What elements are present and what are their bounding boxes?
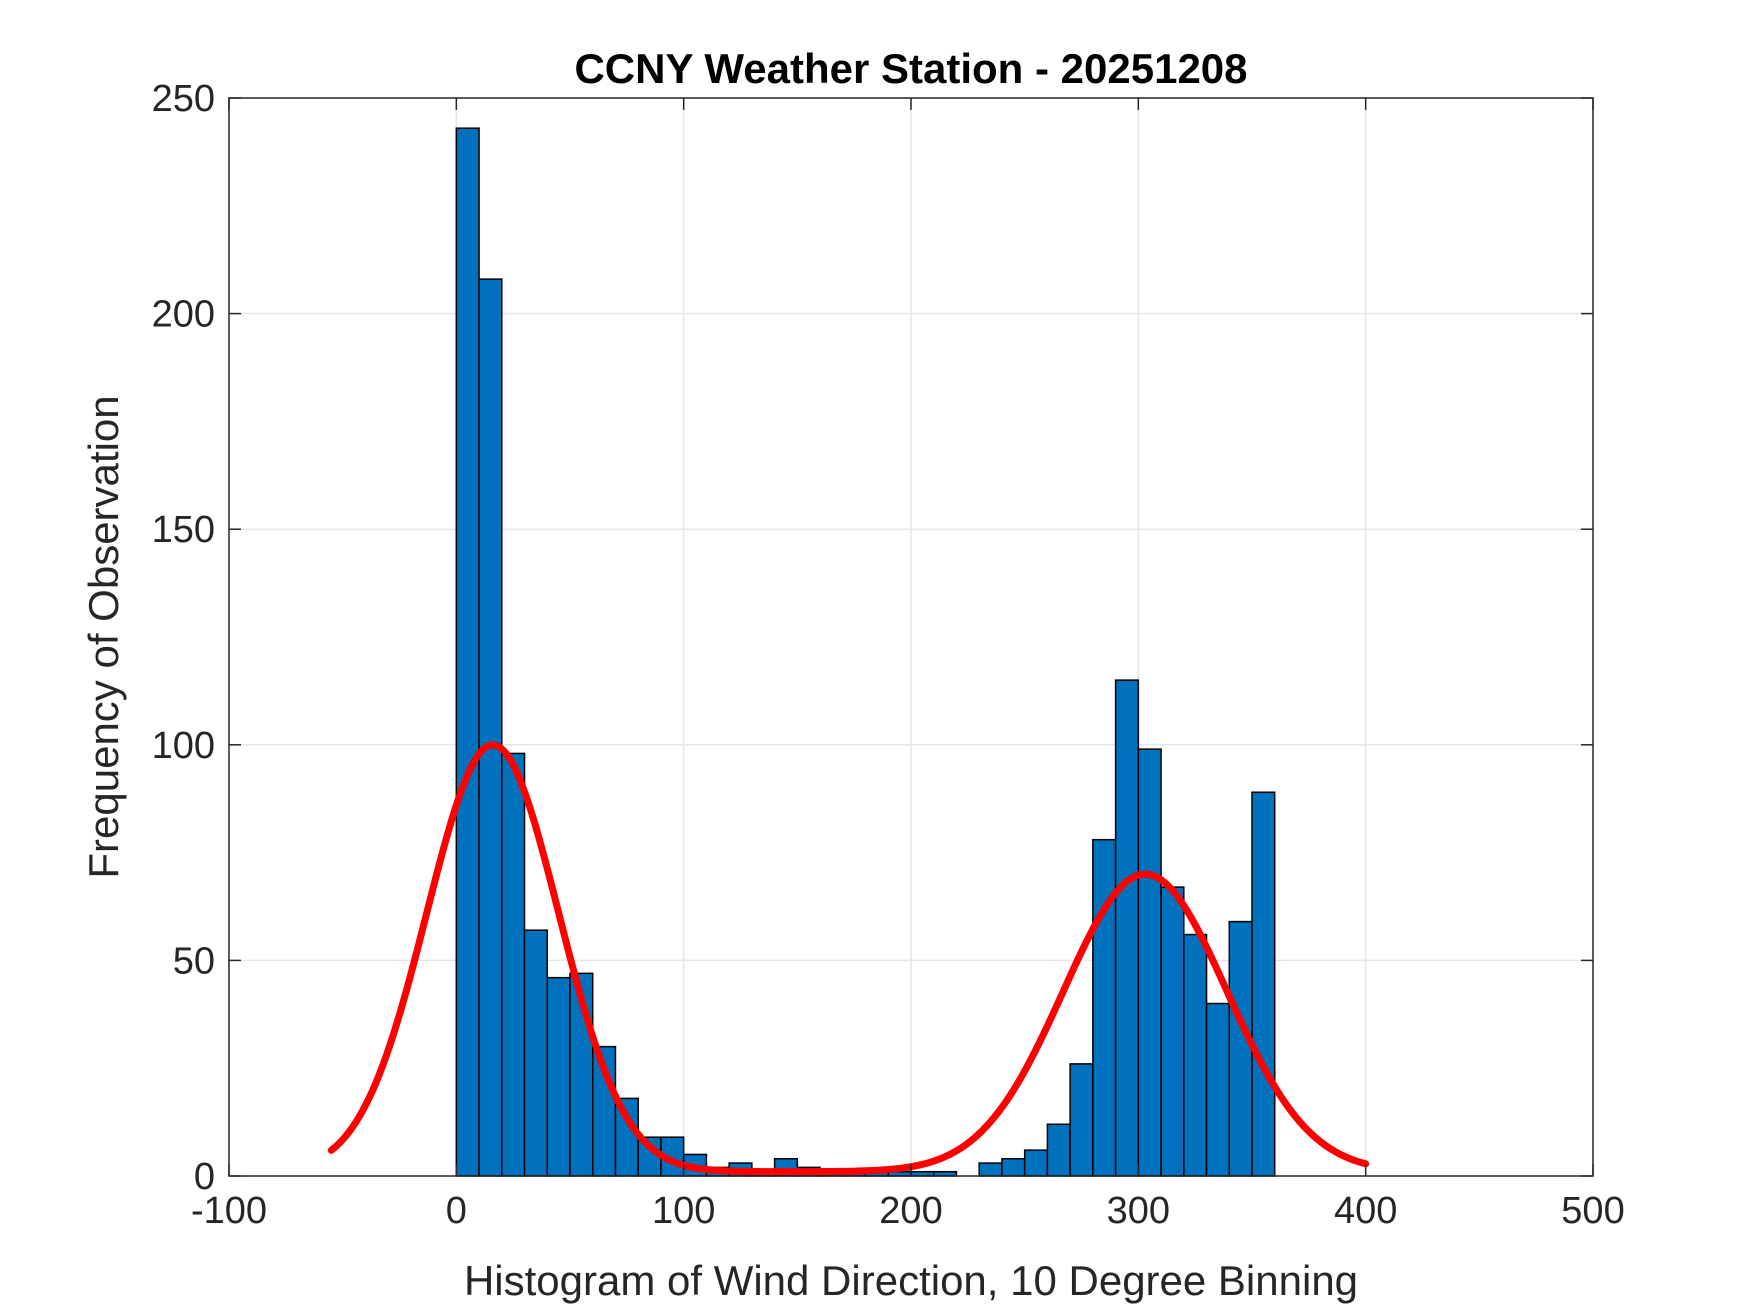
histogram-bar — [478, 278, 503, 1177]
histogram-bar — [978, 1162, 1003, 1177]
chart-title: CCNY Weather Station - 20251208 — [574, 45, 1247, 92]
y-tick-label: 100 — [152, 725, 215, 767]
histogram-bar — [1001, 1158, 1026, 1177]
x-tick-label: -100 — [191, 1190, 267, 1232]
y-tick-label: 0 — [194, 1156, 215, 1198]
histogram-bar — [1205, 1002, 1231, 1177]
histogram-bar — [1046, 1123, 1071, 1177]
fit-curve-line — [327, 741, 1370, 1176]
histogram-bar — [1137, 748, 1162, 1177]
x-tick-label: 100 — [652, 1190, 715, 1232]
x-tick-label: 200 — [879, 1190, 942, 1232]
y-axis-label: Frequency of Observation — [80, 395, 127, 878]
histogram-bar — [1183, 933, 1208, 1177]
histogram-bar — [1114, 679, 1140, 1177]
x-tick-label: 300 — [1107, 1190, 1170, 1232]
y-tick-label: 250 — [152, 78, 215, 120]
histogram-bar — [1069, 1063, 1094, 1177]
histogram-bar — [501, 752, 526, 1177]
x-tick-label: 500 — [1561, 1190, 1624, 1232]
histogram-bar — [523, 929, 549, 1177]
histogram-bar — [1160, 886, 1185, 1177]
ticks-layer — [228, 97, 1594, 1177]
x-tick-label: 0 — [446, 1190, 467, 1232]
histogram-bar — [455, 127, 480, 1177]
histogram-bar — [1228, 920, 1253, 1177]
y-tick-label: 50 — [173, 940, 215, 982]
x-axis-label: Histogram of Wind Direction, 10 Degree B… — [464, 1257, 1358, 1304]
histogram-bar — [1023, 1149, 1049, 1177]
y-tick-label: 200 — [152, 294, 215, 336]
histogram-bar — [1092, 838, 1117, 1177]
histogram-bar — [1251, 791, 1276, 1177]
histogram-bar — [546, 976, 571, 1177]
x-tick-label: 400 — [1334, 1190, 1397, 1232]
y-tick-label: 150 — [152, 509, 215, 551]
bars-layer — [455, 127, 1276, 1177]
